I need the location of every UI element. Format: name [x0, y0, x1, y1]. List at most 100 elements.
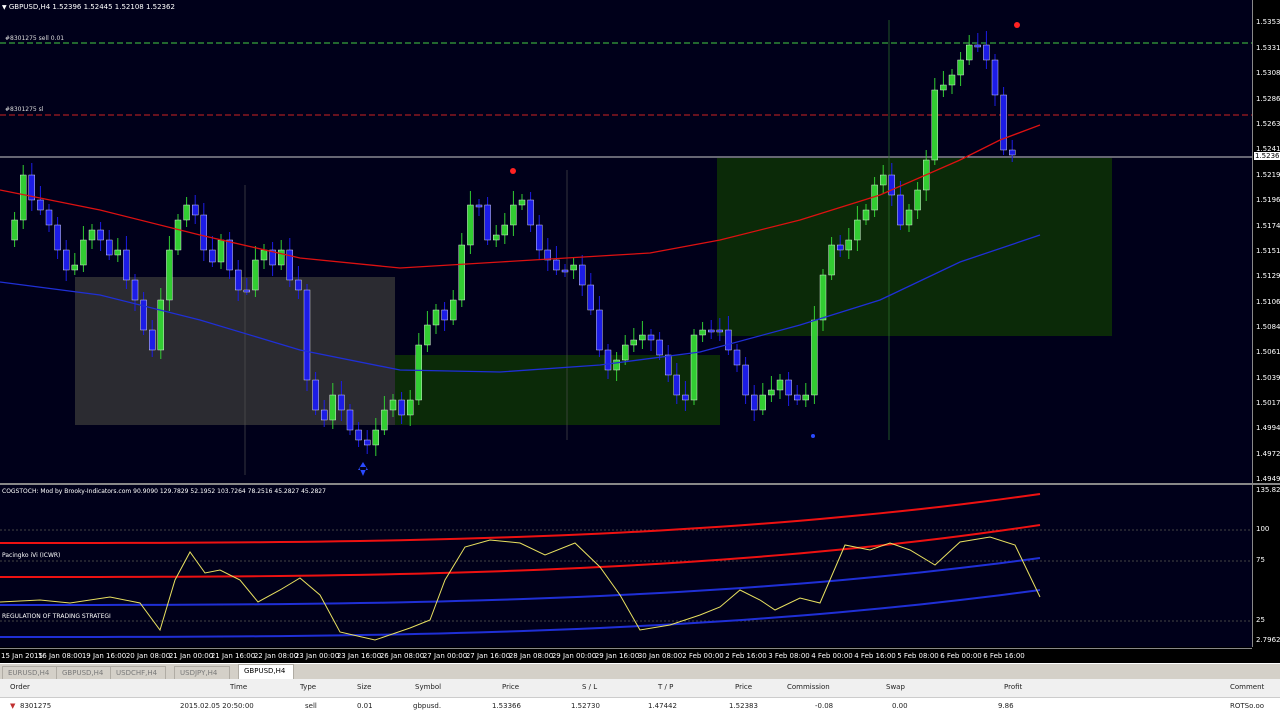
- col-header-comment[interactable]: Comment: [1230, 683, 1265, 691]
- candle-body: [862, 209, 870, 221]
- osc-tick: 135.8298: [1256, 486, 1280, 494]
- breakout-zone-green: [717, 158, 1112, 336]
- col-header-type[interactable]: Type: [300, 683, 317, 691]
- col-header-current-price[interactable]: Price: [735, 683, 753, 691]
- candle-body: [794, 394, 801, 401]
- col-header-sl[interactable]: S / L: [582, 683, 598, 691]
- candle-body: [329, 394, 336, 421]
- candle-body: [561, 269, 569, 273]
- candle-body: [966, 44, 973, 61]
- time-tick: 6 Feb 00:00: [940, 652, 982, 660]
- candle-body: [665, 354, 672, 376]
- candle-body: [888, 174, 895, 196]
- candle-body: [140, 299, 147, 331]
- candle-body: [897, 194, 904, 226]
- price-tick: 1.53310: [1256, 44, 1280, 52]
- price-axis[interactable]: 1.53530 1.53310 1.53085 1.52860 1.52635 …: [1252, 0, 1280, 483]
- col-header-size[interactable]: Size: [357, 683, 372, 691]
- candle-body: [200, 214, 208, 251]
- candle-body: [974, 44, 981, 48]
- candle-body: [493, 234, 500, 241]
- price-tick: 1.49720: [1256, 450, 1280, 458]
- candle-body: [432, 309, 440, 326]
- candle-body: [123, 249, 130, 281]
- time-axis[interactable]: 15 Jan 2015 16 Jan 08:00 19 Jan 16:00 20…: [0, 648, 1252, 664]
- col-header-symbol[interactable]: Symbol: [415, 683, 442, 691]
- candle-body: [45, 209, 53, 226]
- candle-body: [991, 59, 999, 96]
- candle-body: [647, 334, 655, 341]
- candle-body: [381, 409, 388, 431]
- cell-price: 1.53366: [492, 702, 521, 710]
- price-tick: 1.51515: [1256, 247, 1280, 255]
- candle-body: [148, 329, 156, 351]
- chart-menu-icon[interactable]: ▼: [2, 4, 7, 11]
- candle-body: [484, 204, 491, 241]
- time-tick: 15 Jan 2015: [1, 652, 43, 660]
- candle-body: [450, 299, 457, 321]
- candle-body: [407, 399, 414, 416]
- candle-body: [475, 204, 483, 208]
- cell-type: sell: [305, 702, 317, 710]
- col-header-swap[interactable]: Swap: [886, 683, 905, 691]
- candle-body: [226, 239, 233, 271]
- candle-body: [467, 204, 474, 246]
- price-tick: 1.51740: [1256, 222, 1280, 230]
- candle-body: [751, 394, 758, 411]
- time-tick: 3 Feb 08:00: [768, 652, 810, 660]
- price-tick: 1.52410: [1256, 145, 1280, 153]
- candle-body: [802, 394, 809, 401]
- time-tick: 4 Feb 16:00: [854, 652, 896, 660]
- candle-body: [209, 249, 216, 263]
- lower-band-blue: [0, 589, 1041, 638]
- time-tick: 19 Jan 16:00: [81, 652, 127, 660]
- time-tick: 27 Jan 00:00: [422, 652, 468, 660]
- col-header-profit[interactable]: Profit: [1004, 683, 1023, 691]
- oscillator-axis[interactable]: 135.8298 100 75 25 2.7962: [1252, 485, 1280, 647]
- candle-body: [105, 239, 113, 256]
- price-tick: 1.50840: [1256, 323, 1280, 331]
- candle-body: [742, 364, 749, 396]
- trade-sell-icon: ▼: [10, 702, 16, 710]
- candle-body: [656, 339, 663, 356]
- price-chart-canvas[interactable]: [0, 0, 1252, 483]
- cell-time: 2015.02.05 20:50:00: [180, 702, 254, 710]
- candle-body: [957, 59, 964, 76]
- candle-body: [1000, 94, 1007, 151]
- candle-body: [364, 439, 371, 446]
- candle-body: [312, 379, 319, 411]
- candle-body: [11, 219, 18, 241]
- col-header-price[interactable]: Price: [502, 683, 520, 691]
- col-header-order[interactable]: Order: [10, 683, 30, 691]
- oscillator-panel[interactable]: COGSTOCH: Mod by Brooky-Indicators.com 9…: [0, 485, 1252, 647]
- chart-tab[interactable]: USDCHF,H4: [110, 666, 166, 680]
- panel-splitter[interactable]: [0, 483, 1280, 485]
- candle-body: [303, 289, 311, 381]
- col-header-time[interactable]: Time: [230, 683, 248, 691]
- candle-body: [346, 409, 354, 431]
- chart-tab[interactable]: EURUSD,H4: [2, 666, 58, 680]
- cell-current-price: 1.52383: [729, 702, 758, 710]
- candle-body: [914, 189, 921, 211]
- oscillator-canvas[interactable]: [0, 485, 1252, 647]
- candle-body: [286, 249, 293, 281]
- candle-body: [37, 199, 44, 211]
- candle-body: [622, 344, 629, 361]
- candle-body: [948, 74, 956, 86]
- candle-body: [690, 334, 698, 401]
- candle-body: [372, 429, 379, 446]
- chart-tab[interactable]: USDJPY,H4: [174, 666, 230, 680]
- candle-body: [389, 399, 397, 411]
- time-tick: 21 Jan 16:00: [210, 652, 256, 660]
- col-header-commission[interactable]: Commission: [787, 683, 830, 691]
- candle-body: [518, 199, 526, 206]
- price-chart[interactable]: ▼ GBPUSD,H4 1.52396 1.52445 1.52108 1.52…: [0, 0, 1252, 483]
- chart-tab-active[interactable]: GBPUSD,H4: [238, 664, 294, 680]
- terminal-header-row: [0, 679, 1280, 698]
- osc-tick: 100: [1256, 525, 1270, 533]
- time-tick: 23 Jan 00:00: [294, 652, 340, 660]
- upper-band-blue: [0, 557, 1041, 606]
- chart-tab[interactable]: GBPUSD,H4: [56, 666, 112, 680]
- candle-body: [97, 229, 104, 241]
- col-header-tp[interactable]: T / P: [658, 683, 674, 691]
